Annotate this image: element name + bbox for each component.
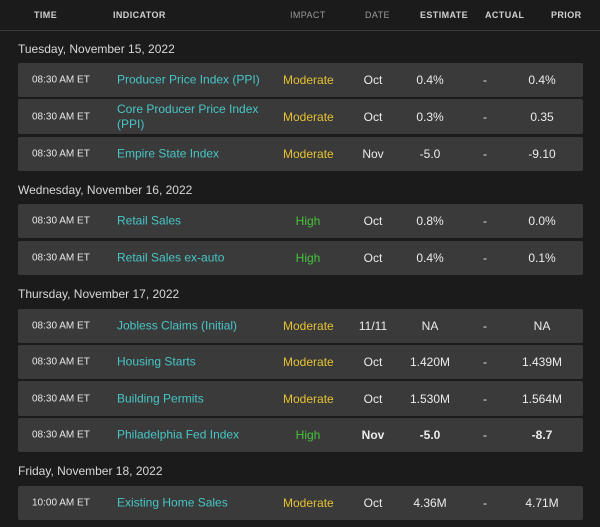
row-prior: 4.71M xyxy=(525,496,559,510)
table-row[interactable]: 10:00 AM ET Existing Home Sales Moderate… xyxy=(18,486,583,520)
table-row[interactable]: 08:30 AM ET Retail Sales ex-auto High Oc… xyxy=(18,241,583,275)
row-time: 08:30 AM ET xyxy=(32,215,90,227)
row-prior: 0.4% xyxy=(528,73,556,87)
table-header: TIME INDICATOR IMPACT DATE ESTIMATE ACTU… xyxy=(0,0,600,31)
indicator-link[interactable]: Empire State Index xyxy=(117,146,220,161)
row-time: 08:30 AM ET xyxy=(32,111,90,122)
row-prior: NA xyxy=(533,319,551,333)
date-header-tuesday: Tuesday, November 15, 2022 xyxy=(18,42,175,56)
row-date: Nov xyxy=(361,428,385,442)
row-time: 08:30 AM ET xyxy=(32,393,90,404)
row-estimate: -5.0 xyxy=(419,428,441,442)
indicator-link[interactable]: Existing Home Sales xyxy=(117,495,228,510)
row-estimate: 0.8% xyxy=(416,214,444,228)
row-estimate: 1.420M xyxy=(409,355,451,369)
row-time: 08:30 AM ET xyxy=(32,148,90,160)
table-row[interactable]: 08:30 AM ET Building Permits Moderate Oc… xyxy=(18,381,583,416)
row-date: Oct xyxy=(363,355,383,369)
impact-badge: High xyxy=(295,214,321,228)
date-header-thursday: Thursday, November 17, 2022 xyxy=(18,287,180,301)
row-actual: - xyxy=(483,319,487,333)
indicator-link[interactable]: Retail Sales xyxy=(117,213,182,228)
table-row[interactable]: 08:30 AM ET Producer Price Index (PPI) M… xyxy=(18,63,583,97)
indicator-link[interactable]: Retail Sales ex-auto xyxy=(117,250,225,265)
row-date: Oct xyxy=(363,73,383,87)
col-impact[interactable]: IMPACT xyxy=(290,10,326,20)
table-row[interactable]: 08:30 AM ET Empire State Index Moderate … xyxy=(18,137,583,171)
row-prior: 0.0% xyxy=(528,214,556,228)
impact-badge: Moderate xyxy=(283,109,334,124)
row-date: Oct xyxy=(363,391,383,406)
row-actual: - xyxy=(483,496,487,510)
col-time[interactable]: TIME xyxy=(34,10,58,20)
row-time: 08:30 AM ET xyxy=(32,320,90,332)
indicator-link[interactable]: Philadelphia Fed Index xyxy=(117,427,240,442)
impact-badge: Moderate xyxy=(283,147,334,161)
row-time: 08:30 AM ET xyxy=(32,429,90,441)
indicator-link[interactable]: Producer Price Index (PPI) xyxy=(117,72,260,87)
row-time: 08:30 AM ET xyxy=(32,356,90,368)
impact-badge: High xyxy=(295,251,321,265)
row-time: 08:30 AM ET xyxy=(32,74,90,86)
col-date[interactable]: DATE xyxy=(365,10,390,20)
row-actual: - xyxy=(483,73,487,87)
row-estimate: -5.0 xyxy=(419,147,441,161)
impact-badge: Moderate xyxy=(283,73,334,87)
col-estimate[interactable]: ESTIMATE xyxy=(420,10,469,20)
indicator-link[interactable]: Building Permits xyxy=(117,391,204,405)
row-date: Oct xyxy=(363,496,383,510)
col-actual[interactable]: ACTUAL xyxy=(485,10,525,20)
row-actual: - xyxy=(483,355,487,369)
row-date: Oct xyxy=(363,109,383,124)
row-date: Oct xyxy=(363,251,383,265)
impact-badge: Moderate xyxy=(283,355,334,369)
row-estimate: 1.530M xyxy=(409,391,451,406)
row-actual: - xyxy=(483,428,487,442)
col-prior[interactable]: PRIOR xyxy=(551,10,582,20)
table-row[interactable]: 08:30 AM ET Core Producer Price Index (P… xyxy=(18,99,583,134)
row-actual: - xyxy=(483,109,487,124)
row-estimate: NA xyxy=(421,319,439,333)
row-prior: 0.35 xyxy=(530,109,554,124)
row-estimate: 0.3% xyxy=(416,109,444,124)
impact-badge: Moderate xyxy=(283,319,334,333)
row-estimate: 4.36M xyxy=(413,496,447,510)
date-header-wednesday: Wednesday, November 16, 2022 xyxy=(18,183,193,197)
impact-badge: High xyxy=(295,428,321,442)
table-row[interactable]: 08:30 AM ET Housing Starts Moderate Oct … xyxy=(18,345,583,379)
row-date: 11/11 xyxy=(358,319,388,333)
col-indicator[interactable]: INDICATOR xyxy=(113,10,166,20)
table-row[interactable]: 08:30 AM ET Philadelphia Fed Index High … xyxy=(18,418,583,452)
date-header-friday: Friday, November 18, 2022 xyxy=(18,464,163,478)
impact-badge: Moderate xyxy=(283,391,334,406)
row-prior: -9.10 xyxy=(528,147,556,161)
row-actual: - xyxy=(483,214,487,228)
row-estimate: 0.4% xyxy=(416,251,444,265)
indicator-link[interactable]: Jobless Claims (Initial) xyxy=(117,318,238,333)
row-prior: -8.7 xyxy=(531,428,553,442)
row-prior: 0.1% xyxy=(528,251,556,265)
row-time: 08:30 AM ET xyxy=(32,252,90,264)
indicator-link[interactable]: Housing Starts xyxy=(117,354,196,369)
row-prior: 1.439M xyxy=(521,355,563,369)
row-actual: - xyxy=(483,391,487,406)
table-row[interactable]: 08:30 AM ET Jobless Claims (Initial) Mod… xyxy=(18,309,583,343)
impact-badge: Moderate xyxy=(283,496,334,510)
indicator-link[interactable]: Core Producer Price Index (PPI) xyxy=(117,101,259,131)
row-actual: - xyxy=(483,147,487,161)
table-row[interactable]: 08:30 AM ET Retail Sales High Oct 0.8% -… xyxy=(18,204,583,238)
row-date: Oct xyxy=(363,214,383,228)
row-estimate: 0.4% xyxy=(416,73,444,87)
row-actual: - xyxy=(483,251,487,265)
row-date: Nov xyxy=(362,147,384,161)
row-prior: 1.564M xyxy=(521,391,563,406)
row-time: 10:00 AM ET xyxy=(32,497,90,509)
